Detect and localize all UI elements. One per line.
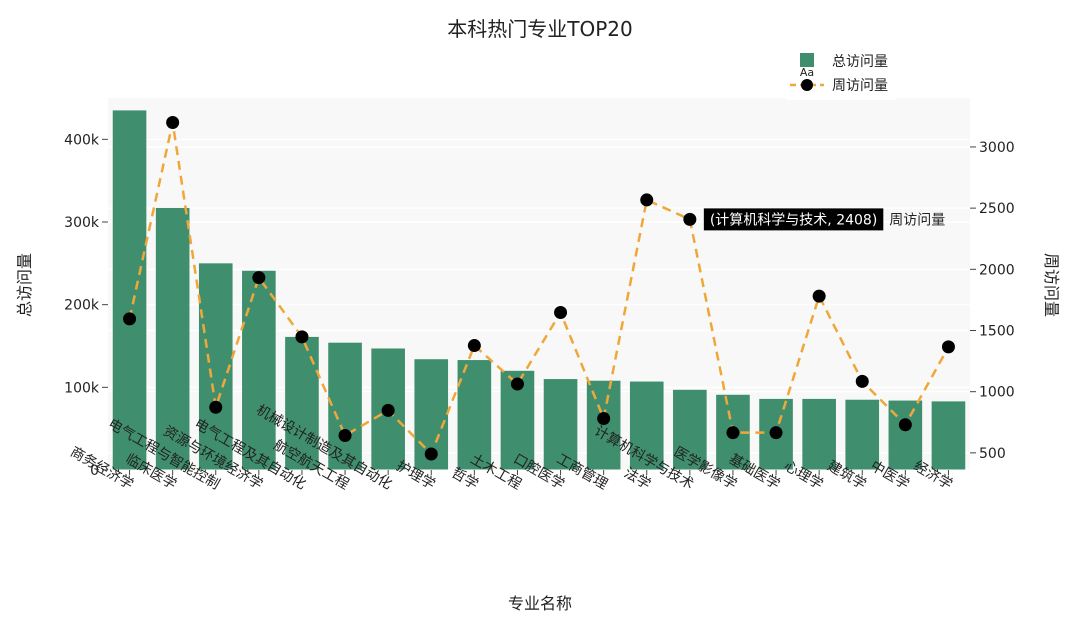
hover-tooltip: (计算机科学与技术, 2408) 周访问量 [703, 208, 945, 231]
weekly-point [510, 377, 524, 391]
tooltip-box [703, 208, 884, 231]
bar [543, 379, 578, 470]
legend-line-label[interactable]: 周访问量 [832, 78, 888, 94]
bar [457, 360, 492, 470]
weekly-point [123, 312, 137, 326]
weekly-point [898, 418, 912, 432]
plot-background [108, 98, 970, 470]
weekly-line [128, 122, 950, 457]
weekly-point [941, 340, 955, 354]
y-right-tick-label: 500 [979, 446, 1006, 462]
bar [586, 380, 621, 470]
bars [112, 110, 966, 471]
weekly-point [726, 426, 740, 440]
weekly-point [554, 306, 568, 320]
y-right-tick-label: 2000 [979, 262, 1015, 278]
chart-title: 本科热门专业TOP20 [447, 17, 632, 41]
weekly-point [769, 426, 783, 440]
weekly-point [166, 115, 180, 129]
y-left-tick-label: 400k [64, 132, 100, 148]
y-left-axis-title: 总访问量 [15, 253, 34, 317]
y-right-tick-label: 2500 [979, 201, 1015, 217]
legend-bar-label[interactable]: 总访问量 [832, 54, 888, 70]
bar [802, 398, 836, 470]
y-right-axis-title: 周访问量 [1042, 253, 1061, 317]
legend-marker-swatch[interactable] [801, 79, 813, 91]
weekly-point [209, 400, 223, 414]
bar [328, 342, 362, 470]
y-axis-right: 500 1000 1500 2000 2500 3000 [970, 140, 1015, 462]
weekly-point [855, 374, 869, 388]
legend-bar-swatch[interactable] [800, 53, 814, 67]
weekly-point [338, 428, 352, 442]
y-left-tick-label: 300k [64, 215, 100, 231]
bar [155, 207, 190, 471]
weekly-point [812, 289, 826, 303]
y-left-tick-label: 100k [64, 380, 100, 396]
weekly-point [381, 403, 395, 417]
bar [673, 389, 707, 470]
legend-marker-text: Aa [800, 66, 814, 79]
weekly-point [424, 447, 438, 461]
weekly-point [640, 193, 654, 207]
legend[interactable]: 总访问量 Aa 周访问量 [786, 46, 896, 100]
bar [285, 336, 319, 470]
y-axis-left: 0 100k 200k 300k 400k [64, 132, 108, 479]
tooltip-value-label: (计算机科学与技术, 2408) [710, 212, 877, 228]
weekly-point [597, 411, 611, 425]
weekly-point [295, 330, 309, 344]
x-axis-title: 专业名称 [508, 594, 572, 613]
y-left-tick-label: 0 [90, 463, 99, 479]
bar [242, 270, 276, 470]
y-right-tick-label: 1000 [979, 385, 1015, 401]
y-left-tick-label: 200k [64, 298, 100, 314]
y-right-tick-label: 1500 [979, 324, 1015, 340]
weekly-point [683, 212, 697, 226]
bar [629, 381, 664, 470]
bar [198, 263, 233, 470]
weekly-line-layer [123, 115, 955, 461]
bar [931, 401, 966, 470]
tooltip-series-label: 周访问量 [889, 212, 945, 228]
weekly-point [467, 339, 481, 353]
weekly-point [252, 271, 266, 285]
bar [112, 110, 147, 471]
y-right-tick-label: 3000 [979, 140, 1015, 156]
bar [845, 399, 880, 470]
